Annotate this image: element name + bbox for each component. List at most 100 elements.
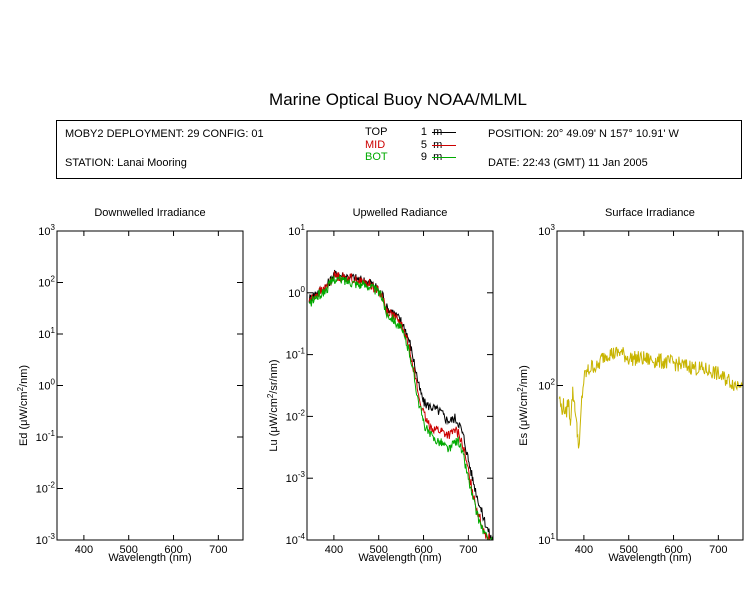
x-tick-label: 500 bbox=[370, 544, 388, 556]
plot-frame bbox=[306, 230, 494, 541]
y-axis-label-part: W/cm bbox=[518, 392, 530, 420]
series-line-bot bbox=[308, 275, 493, 540]
y-tick-exponent: -4 bbox=[298, 532, 306, 541]
y-tick-label: 101 bbox=[538, 532, 555, 547]
y-axis-label-part: 2 bbox=[16, 386, 25, 391]
legend-line-top bbox=[432, 132, 456, 133]
y-tick-base: 10 bbox=[286, 535, 298, 547]
station-text: STATION: Lanai Mooring bbox=[65, 157, 187, 169]
y-tick-base: 10 bbox=[538, 381, 550, 393]
y-axis-label-part: Lu ( bbox=[268, 432, 280, 451]
legend-name: BOT bbox=[365, 151, 388, 163]
series-line-es bbox=[558, 346, 743, 449]
y-tick-exponent: -2 bbox=[48, 481, 56, 490]
legend-name: MID bbox=[365, 139, 386, 151]
y-axis-label-part: W/cm bbox=[18, 391, 30, 419]
y-axis-label-part: Es ( bbox=[518, 426, 530, 446]
chart-title: Upwelled Radiance bbox=[353, 207, 448, 219]
y-tick-base: 10 bbox=[286, 411, 298, 423]
y-tick-label: 102 bbox=[538, 378, 555, 393]
y-tick-base: 10 bbox=[286, 473, 298, 485]
y-axis-label-part: W/cm bbox=[268, 398, 280, 426]
page-title: Marine Optical Buoy NOAA/MLML bbox=[269, 90, 527, 109]
y-tick-base: 10 bbox=[36, 484, 48, 496]
y-axis-label-part: μ bbox=[268, 426, 280, 432]
x-tick-label: 600 bbox=[414, 544, 432, 556]
chart-title: Downwelled Irradiance bbox=[94, 207, 205, 219]
legend-line-mid bbox=[432, 145, 456, 146]
x-axis-label: Wavelength (nm) bbox=[108, 552, 191, 564]
x-tick-label: 400 bbox=[75, 544, 93, 556]
y-tick-label: 100 bbox=[288, 285, 305, 300]
y-tick-exponent: -2 bbox=[298, 408, 306, 417]
y-tick-label: 10-3 bbox=[36, 532, 56, 547]
x-tick-label: 700 bbox=[209, 544, 227, 556]
x-tick-label: 400 bbox=[325, 544, 343, 556]
y-tick-base: 10 bbox=[538, 535, 550, 547]
chart-panel-2: Surface Irradiance 400 500 600 700 Wavelength… bbox=[516, 207, 744, 564]
y-tick-label: 100 bbox=[38, 378, 55, 393]
x-tick-label: 400 bbox=[575, 544, 593, 556]
legend-depth: 1 bbox=[420, 126, 427, 138]
series-line-top bbox=[308, 269, 493, 540]
series-line-mid bbox=[308, 270, 493, 540]
y-tick-exponent: -1 bbox=[298, 347, 306, 356]
x-tick-label: 600 bbox=[164, 544, 182, 556]
y-axis-label: Lu (μW/cm2/sr/nm) bbox=[266, 359, 280, 451]
y-axis-label-part: /sr/nm) bbox=[268, 359, 280, 393]
date-text: DATE: 22:43 (GMT) 11 Jan 2005 bbox=[488, 157, 648, 169]
y-axis-label: Es (μW/cm2/nm) bbox=[516, 365, 530, 445]
x-axis-label: Wavelength (nm) bbox=[608, 552, 691, 564]
x-tick-label: 700 bbox=[709, 544, 727, 556]
x-tick-label: 600 bbox=[664, 544, 682, 556]
chart-title: Surface Irradiance bbox=[605, 207, 695, 219]
y-tick-base: 10 bbox=[288, 288, 300, 300]
y-tick-exponent: 0 bbox=[51, 378, 56, 387]
y-tick-exponent: -3 bbox=[48, 532, 56, 541]
y-axis-label-part: 2 bbox=[516, 387, 525, 392]
y-tick-base: 10 bbox=[38, 226, 50, 238]
y-tick-label: 10-2 bbox=[36, 481, 56, 496]
y-tick-base: 10 bbox=[38, 329, 50, 341]
y-tick-exponent: 0 bbox=[301, 285, 306, 294]
y-tick-exponent: 3 bbox=[51, 223, 56, 232]
legend-depth: 9 bbox=[420, 151, 427, 163]
y-axis-label-part: μ bbox=[518, 420, 530, 426]
y-tick-label: 103 bbox=[538, 223, 555, 238]
y-axis-label-part: Ed ( bbox=[18, 426, 30, 447]
x-tick-label: 500 bbox=[120, 544, 138, 556]
y-axis-label-part: 2 bbox=[266, 393, 275, 398]
chart-panel-0: Downwelled Irradiance 400 500 600 700 Wavelen… bbox=[16, 207, 244, 564]
y-tick-exponent: 2 bbox=[551, 378, 556, 387]
y-tick-label: 10-1 bbox=[36, 429, 56, 444]
legend-depth: 5 bbox=[420, 139, 427, 151]
y-axis-label-part: /nm) bbox=[518, 365, 530, 387]
y-tick-exponent: 2 bbox=[51, 275, 56, 284]
y-tick-exponent: 3 bbox=[551, 223, 556, 232]
y-tick-label: 10-4 bbox=[286, 532, 306, 547]
y-tick-base: 10 bbox=[38, 278, 50, 290]
y-tick-label: 10-1 bbox=[286, 347, 306, 362]
y-tick-base: 10 bbox=[286, 350, 298, 362]
y-tick-exponent: 1 bbox=[51, 326, 56, 335]
x-tick-label: 700 bbox=[459, 544, 477, 556]
y-axis-label-part: μ bbox=[18, 420, 30, 426]
y-axis-label-part: /nm) bbox=[18, 365, 30, 387]
plot-frame bbox=[56, 230, 244, 541]
x-axis-label: Wavelength (nm) bbox=[358, 552, 441, 564]
x-tick-label: 500 bbox=[620, 544, 638, 556]
legend-name: TOP bbox=[365, 126, 388, 138]
header-info-box: MOBY2 DEPLOYMENT: 29 CONFIG: 01 STATION:… bbox=[56, 120, 742, 179]
y-tick-base: 10 bbox=[36, 535, 48, 547]
y-tick-base: 10 bbox=[538, 226, 550, 238]
legend-line-bot bbox=[432, 157, 456, 158]
y-tick-label: 10-2 bbox=[286, 408, 306, 423]
position-text: POSITION: 20° 49.09' N 157° 10.91' W bbox=[488, 128, 679, 140]
y-tick-base: 10 bbox=[288, 226, 300, 238]
deployment-text: MOBY2 DEPLOYMENT: 29 CONFIG: 01 bbox=[65, 128, 264, 140]
y-tick-base: 10 bbox=[38, 381, 50, 393]
chart-panel-1: Upwelled Radiance 400 500 600 700 Wavelength … bbox=[266, 207, 494, 564]
y-axis-label: Ed (μW/cm2/nm) bbox=[16, 365, 30, 446]
y-tick-exponent: 1 bbox=[551, 532, 556, 541]
